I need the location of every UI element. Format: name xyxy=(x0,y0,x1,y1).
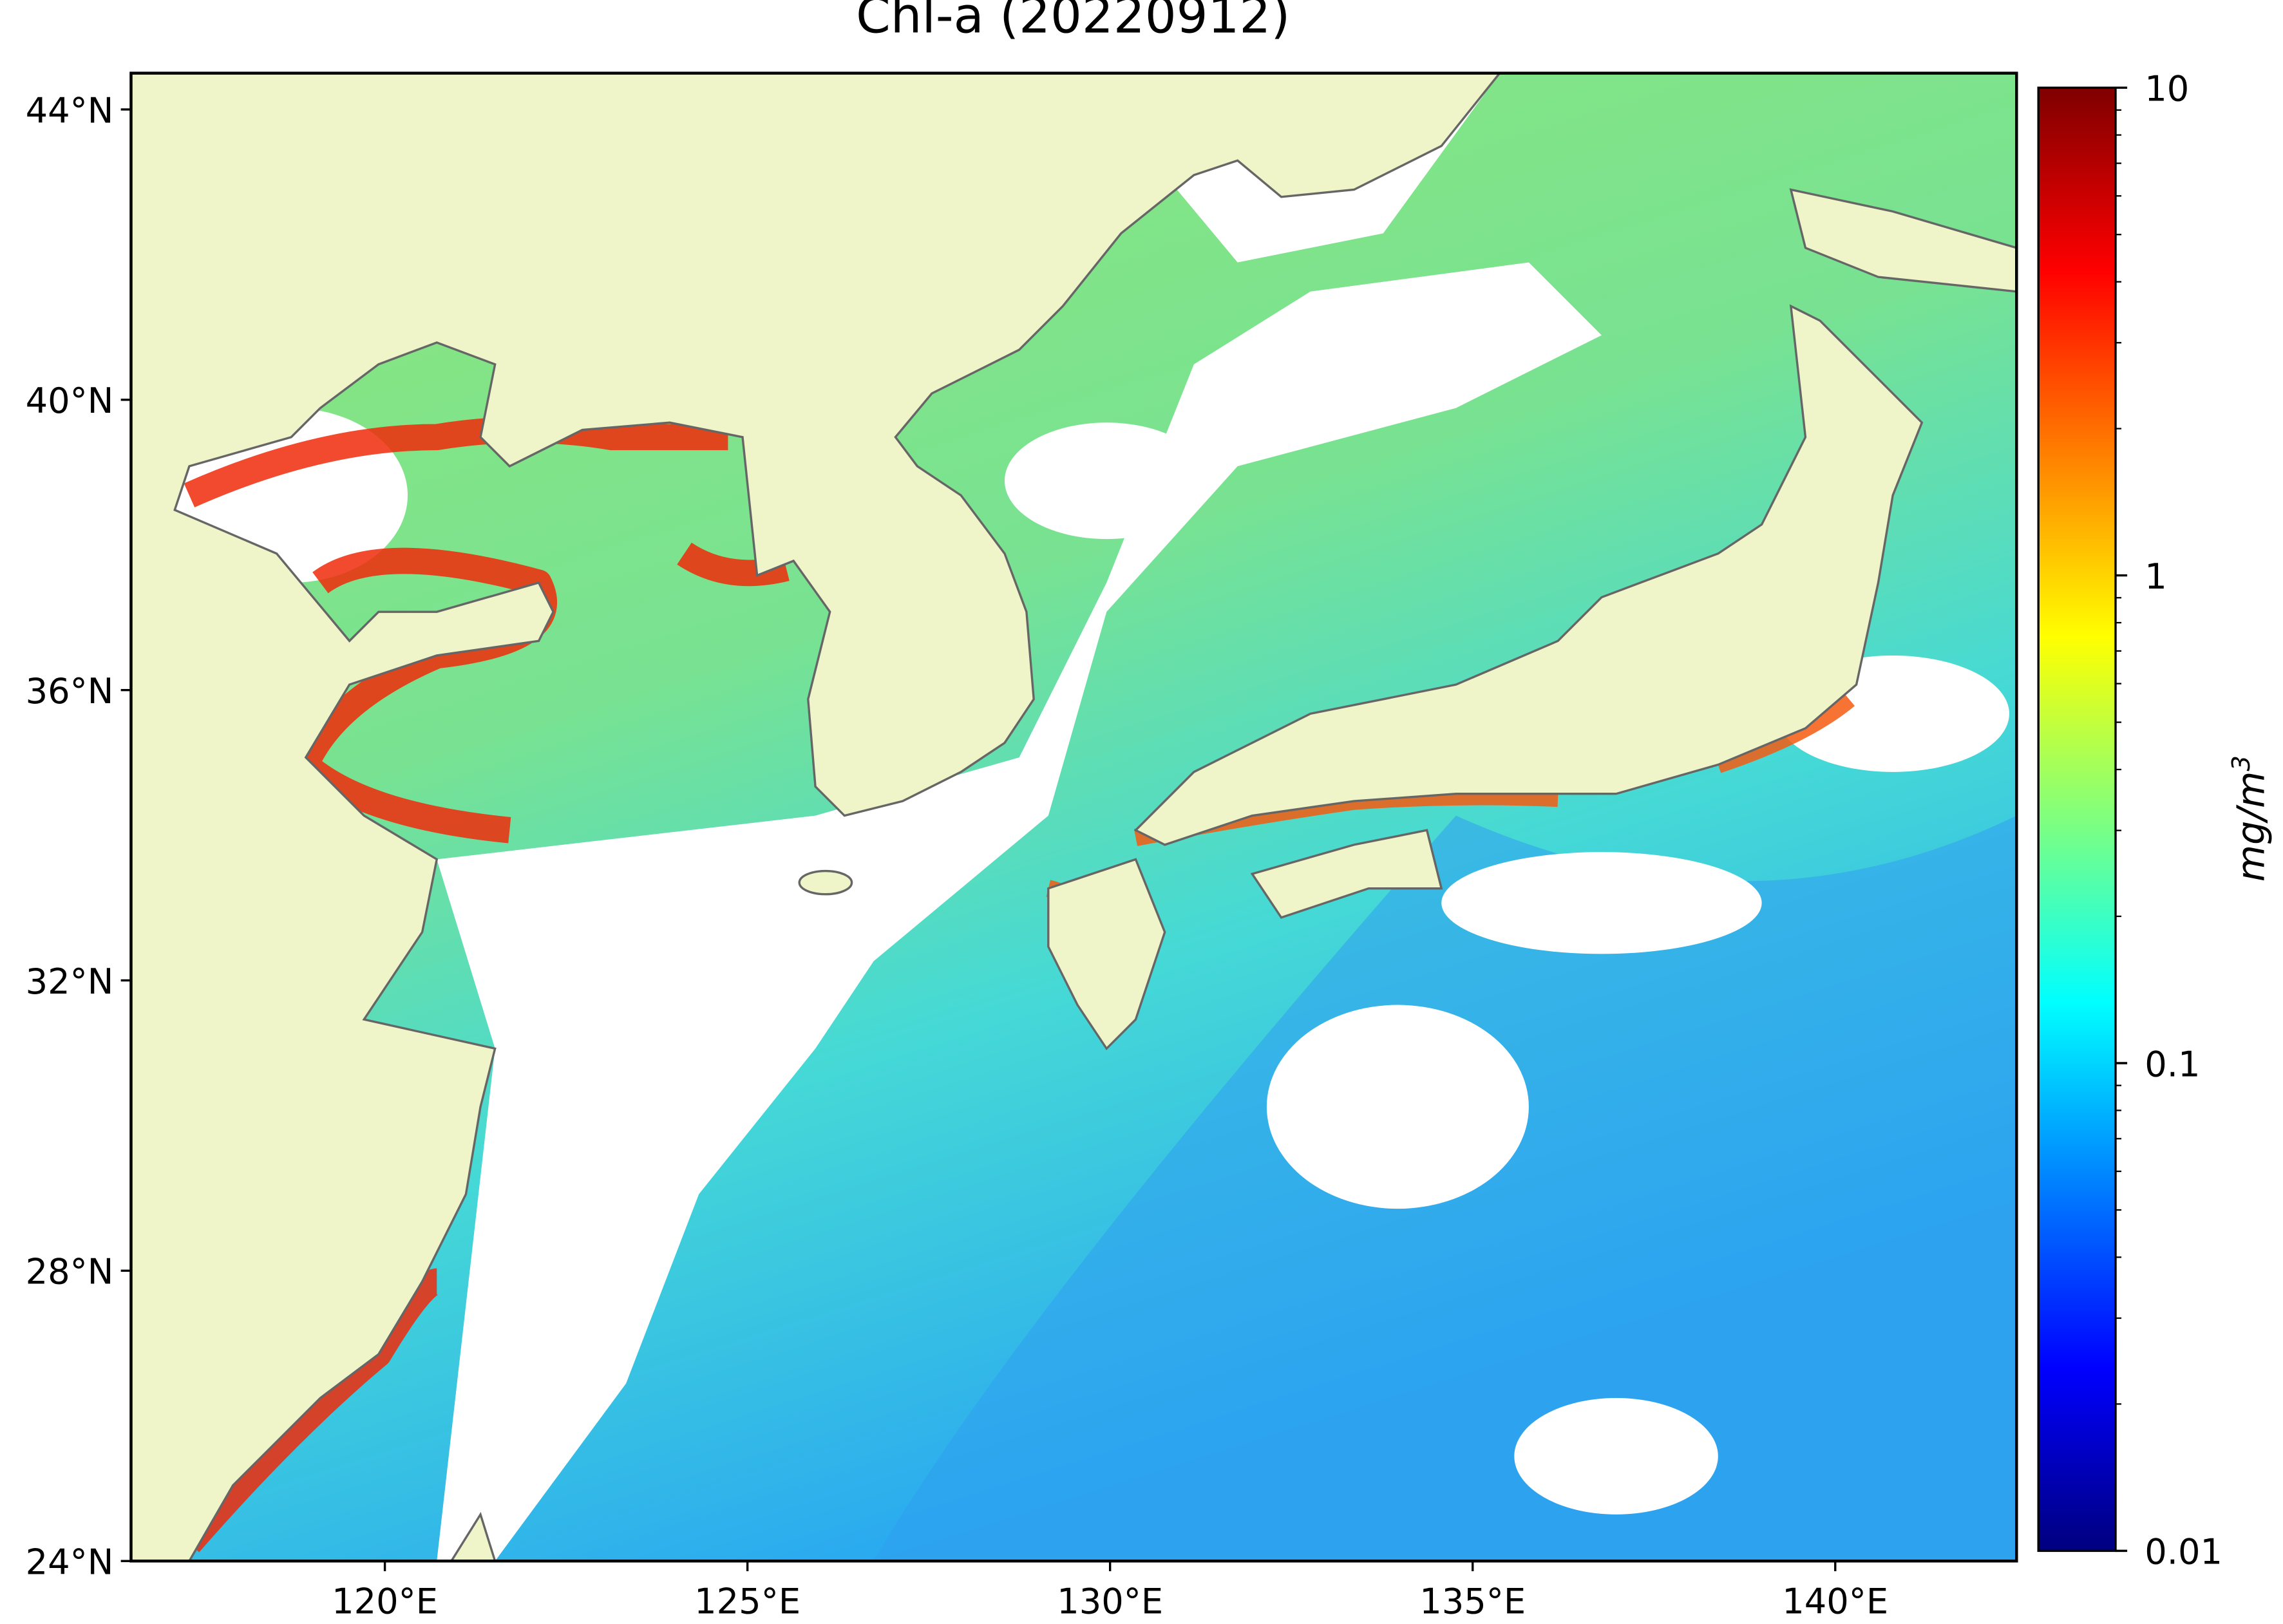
cloud-mask xyxy=(1441,852,1762,954)
y-tick-label: 44°N xyxy=(26,90,114,131)
land-honshu xyxy=(1133,304,1924,846)
y-tick-label: 28°N xyxy=(26,1252,114,1292)
colorbar-tick-label: 0.1 xyxy=(2145,1044,2200,1084)
map-title: Chl-a (20220912) xyxy=(856,0,1290,44)
land-kyushu xyxy=(1047,858,1166,1051)
y-tick-label: 36°N xyxy=(26,671,114,712)
colorbar-tick-label: 10 xyxy=(2145,69,2189,109)
colorbar-label-base: mg/m xyxy=(2229,771,2273,882)
cloud-mask xyxy=(1266,1005,1529,1209)
map-frame xyxy=(129,71,2018,1563)
y-tick-label: 40°N xyxy=(26,381,114,421)
land-mainland xyxy=(131,73,1501,1562)
colorbar-tick-label: 0.01 xyxy=(2145,1532,2222,1572)
y-tick-label: 24°N xyxy=(26,1542,114,1583)
colorbar xyxy=(2037,86,2117,1553)
land-hokkaido xyxy=(1789,188,2017,293)
x-tick-label: 120°E xyxy=(332,1582,438,1622)
land-shikoku xyxy=(1250,829,1443,919)
colorbar-label-exponent: 3 xyxy=(2227,755,2256,771)
land xyxy=(131,73,2017,1562)
cloud-mask xyxy=(437,262,1602,1562)
y-tick-label: 32°N xyxy=(26,961,114,1002)
map-area xyxy=(131,73,2017,1562)
land-taiwan xyxy=(450,1511,497,1562)
x-tick-label: 130°E xyxy=(1057,1582,1163,1622)
colorbar-tick-label: 1 xyxy=(2145,556,2167,597)
cloud-mask xyxy=(1004,422,1209,540)
land-jeju xyxy=(798,869,853,896)
colorbar-label: mg/m3 xyxy=(2227,755,2273,882)
x-tick-label: 125°E xyxy=(694,1582,800,1622)
x-tick-label: 140°E xyxy=(1782,1582,1888,1622)
cloud-mask xyxy=(1514,1397,1718,1515)
x-tick-label: 135°E xyxy=(1419,1582,1526,1622)
